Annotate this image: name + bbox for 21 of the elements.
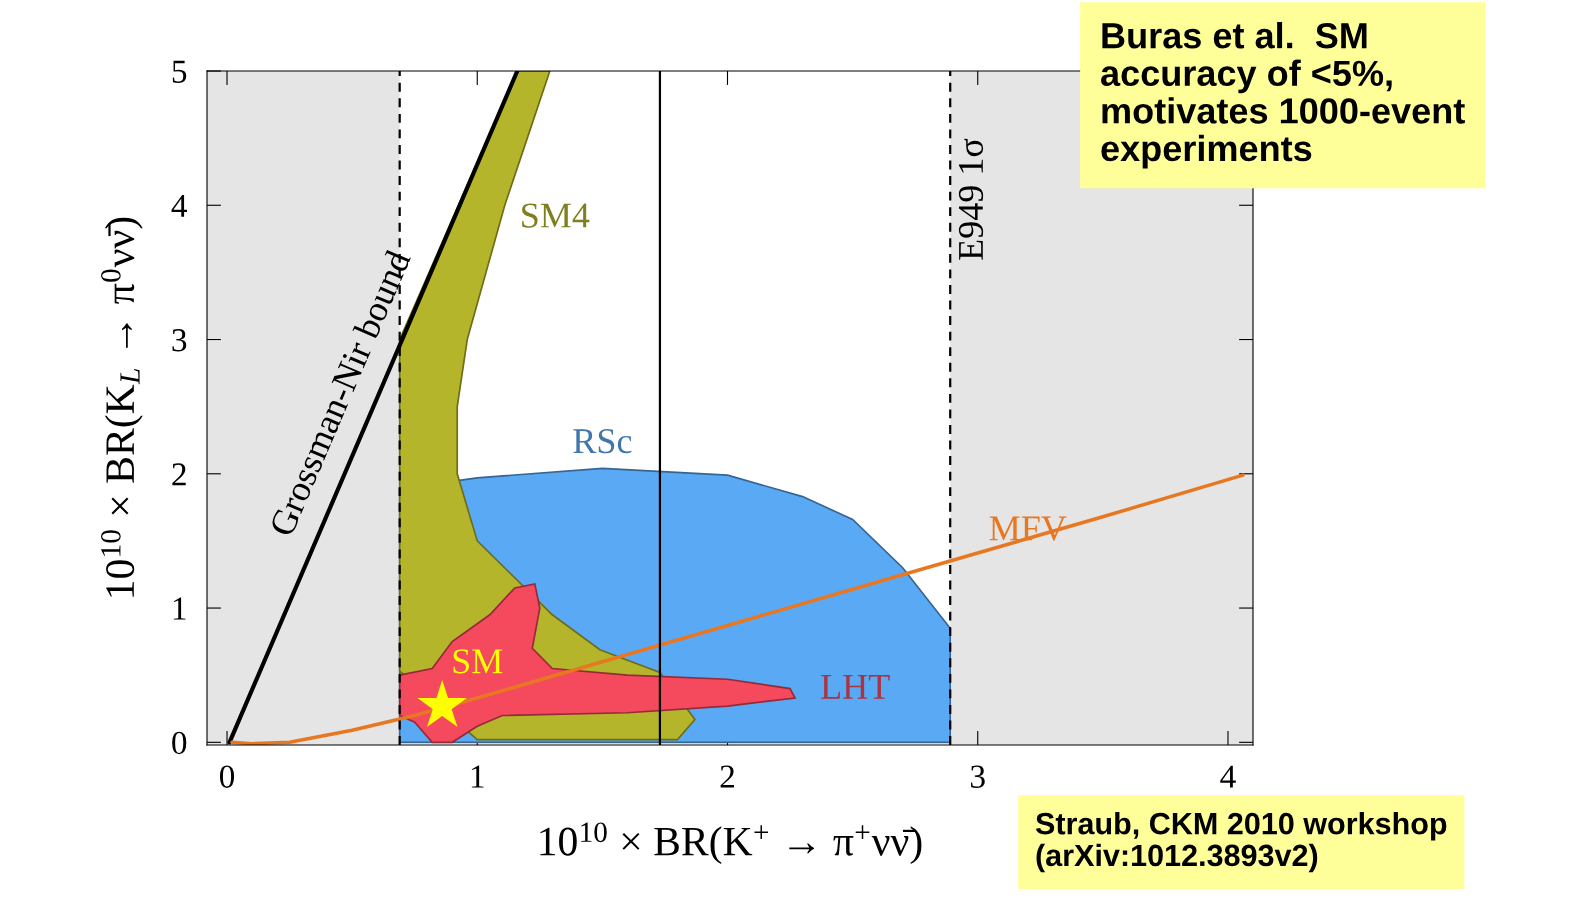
y-axis-title: 10$^{10}$ × BR(K$_{L}$ → π$^{0}$νν̄) bbox=[101, 217, 143, 597]
x-tick-label: 3 bbox=[971, 765, 985, 788]
series-label: LHT bbox=[821, 674, 890, 699]
y-tick-label: 3 bbox=[172, 329, 187, 352]
y-tick-label: 5 bbox=[172, 60, 187, 83]
annotation: Buras et al. SM accuracy of <5%, motivates 1000-event experiments bbox=[1101, 22, 1465, 169]
series-label: SM4 bbox=[522, 203, 590, 228]
y-tick-label: 4 bbox=[171, 194, 188, 217]
series-label: RSc bbox=[573, 429, 632, 454]
x-tick-label: 2 bbox=[720, 765, 734, 788]
ref-line-label: E949 1σ bbox=[958, 138, 984, 260]
annotation: MFV bbox=[989, 516, 1067, 541]
x-axis-title: 10$^{10}$ × BR(K$^{+}$ → π$^{+}$νν̄) bbox=[540, 822, 922, 865]
y-tick-label: 0 bbox=[172, 731, 187, 755]
x-tick-label: 4 bbox=[1220, 765, 1236, 788]
y-tick-label: 1 bbox=[173, 597, 186, 620]
x-tick-label: 0 bbox=[219, 765, 235, 788]
y-tick-label: 2 bbox=[172, 463, 186, 486]
series-label: SM bbox=[453, 649, 503, 674]
text: Straub, CKM 2010 workshop (arXiv:1012.3893v2) bbox=[1035, 812, 1447, 873]
x-tick-label: 1 bbox=[471, 765, 484, 788]
